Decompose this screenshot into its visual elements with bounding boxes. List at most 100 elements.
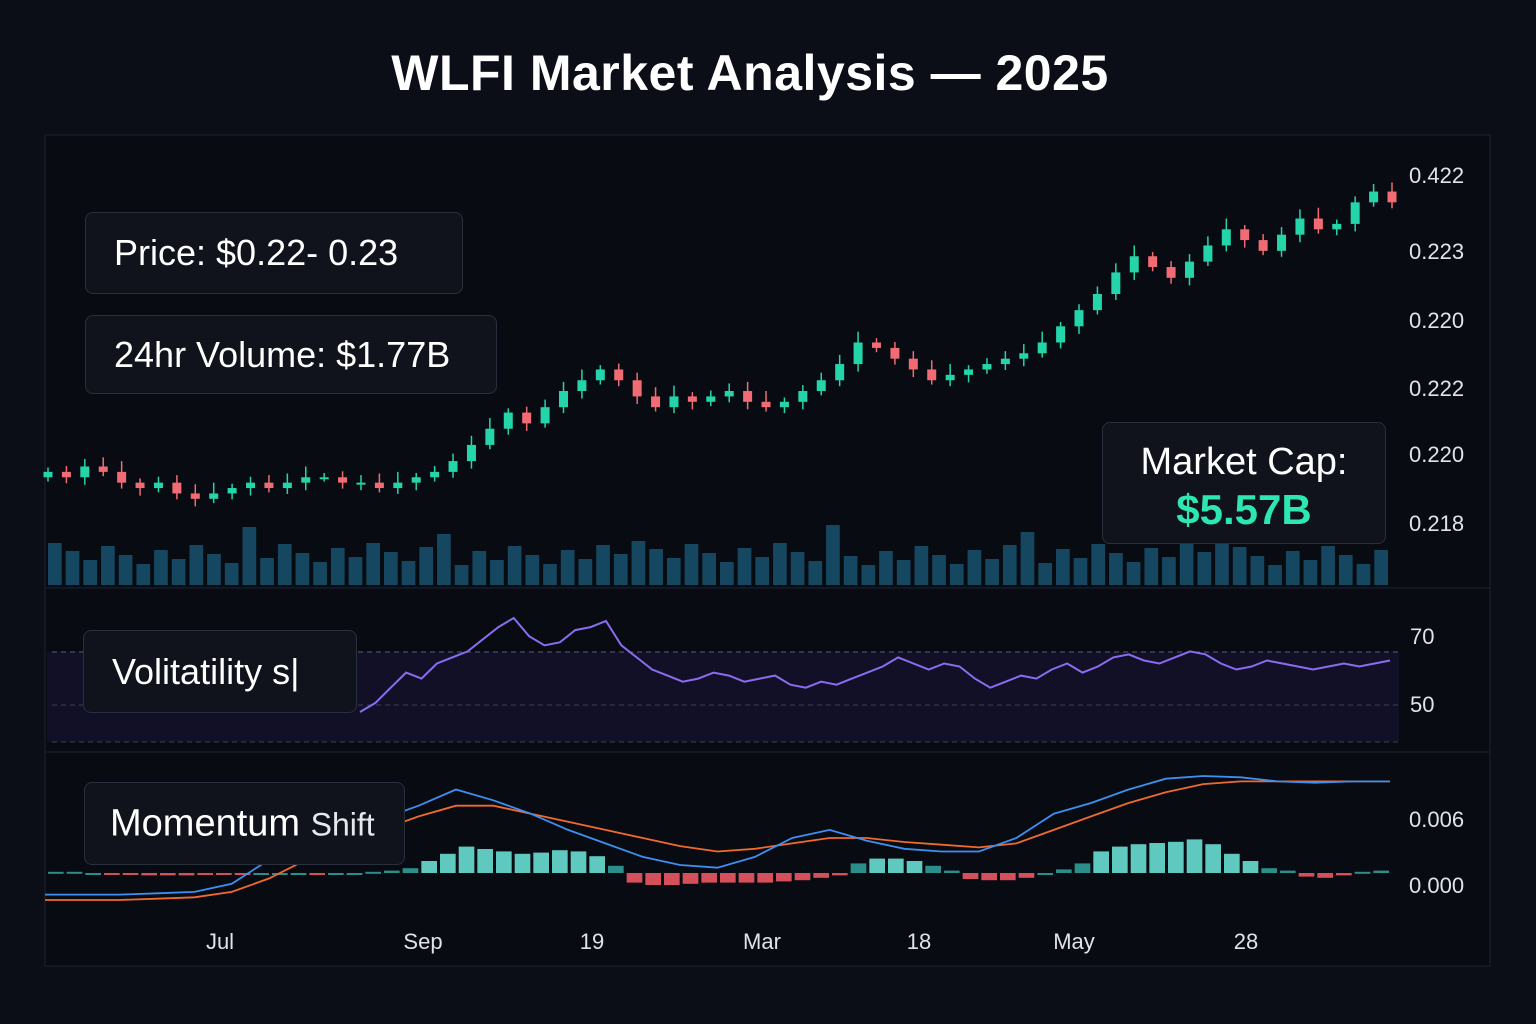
candle-body	[577, 380, 587, 392]
histogram-bar	[1018, 873, 1035, 878]
volume-bar	[543, 564, 557, 585]
candle-body	[798, 391, 808, 402]
histogram-bar	[365, 871, 381, 874]
histogram-bar	[832, 873, 848, 876]
histogram-bar	[869, 858, 885, 873]
volume-bar	[136, 564, 151, 585]
candle-body	[411, 477, 421, 483]
histogram-bar	[1186, 839, 1203, 873]
histogram-bar	[458, 846, 475, 873]
histogram-bar	[757, 873, 773, 883]
histogram-bar	[1168, 841, 1184, 873]
volume-bar	[154, 550, 168, 585]
volume-bar	[843, 556, 858, 585]
histogram-bar	[421, 861, 437, 873]
candle-body	[319, 477, 329, 480]
candle-body	[982, 364, 992, 370]
histogram-bar	[645, 873, 661, 885]
volume-bar	[613, 554, 628, 585]
x-tick-label: 19	[580, 929, 604, 954]
candle-body	[430, 471, 440, 478]
volume-bar	[578, 559, 593, 585]
candle-body	[706, 396, 716, 402]
axes: 0.422 0.223 0.220 0.222 0.220 0.218 70 50 0.006 0…	[45, 163, 1490, 954]
candle-body	[1369, 191, 1379, 203]
histogram-bar	[794, 873, 811, 881]
volume-bar	[313, 562, 327, 585]
volume-bar	[1356, 564, 1371, 585]
volatility-tick-label: 50	[1410, 692, 1434, 717]
momentum-label: Momentum Shift	[110, 802, 375, 845]
volume-bar	[437, 534, 451, 585]
candle-body	[503, 412, 513, 429]
candle-body	[209, 493, 219, 499]
candle-body	[1332, 223, 1342, 230]
histogram-bar	[1112, 846, 1128, 873]
volume-bar	[366, 543, 380, 585]
volume-bar	[401, 561, 416, 585]
histogram-bar	[122, 873, 139, 875]
volume-bar	[1109, 553, 1123, 585]
candle-body	[1000, 358, 1010, 365]
candle-body	[743, 391, 753, 402]
candle-body	[485, 428, 495, 445]
histogram-bar	[1261, 868, 1277, 873]
histogram-bar	[1224, 853, 1240, 873]
candle-body	[98, 466, 108, 472]
candle-body	[779, 401, 789, 408]
volume-bar	[1197, 552, 1212, 585]
candle-body	[338, 477, 348, 483]
histogram-bar	[346, 873, 363, 875]
volume-bar	[720, 562, 734, 585]
candle-body	[1092, 293, 1102, 311]
volume-bar	[1073, 558, 1088, 585]
volume-bar	[596, 545, 610, 585]
price-card: Price: $0.22- 0.23	[85, 212, 463, 294]
volume-bar	[949, 564, 964, 585]
candle-body	[687, 396, 697, 402]
histogram-bar	[533, 852, 549, 873]
candle-body	[1221, 229, 1231, 246]
candle-body	[853, 342, 863, 365]
candle-body	[172, 482, 182, 494]
x-tick-label: Sep	[403, 929, 442, 954]
histogram-bar	[981, 873, 997, 881]
histogram-bar	[1130, 844, 1147, 873]
volatility-tick-label: 70	[1410, 624, 1434, 649]
candle-body	[1129, 256, 1139, 273]
volatility-label: Volitatility s|	[112, 650, 300, 692]
histogram-bar	[720, 873, 736, 883]
histogram-bar	[664, 873, 680, 885]
volume-bar	[1179, 543, 1194, 585]
candle-body	[374, 482, 384, 489]
volume-bar	[83, 560, 98, 585]
histogram-bar	[1205, 844, 1221, 873]
macd-panel	[45, 775, 1390, 901]
volume-bar	[790, 552, 805, 585]
price-tick-label: 0.422	[1409, 163, 1464, 188]
candle-body	[282, 482, 292, 489]
volatility-line	[359, 616, 1391, 713]
volume-bar	[1303, 560, 1318, 585]
candle-body	[1313, 218, 1323, 230]
candle-body	[393, 482, 403, 489]
candle-body	[761, 401, 771, 408]
candle-body	[522, 412, 532, 424]
volume-bar	[207, 554, 221, 585]
histogram-bar	[944, 870, 960, 873]
histogram-bar	[1280, 870, 1296, 873]
volatility-card: Volitatility s|	[83, 630, 357, 713]
volume-bar	[1232, 547, 1247, 585]
x-tick-label: 18	[907, 929, 931, 954]
histogram-bar	[328, 873, 344, 875]
histogram-bar	[906, 861, 923, 873]
market-cap-value: $5.57B	[1176, 486, 1312, 533]
volume-bar	[631, 541, 646, 585]
volume-bar	[1250, 556, 1265, 585]
histogram-bar	[776, 873, 792, 882]
histogram-bar	[850, 863, 867, 873]
volume-bar	[454, 565, 469, 585]
histogram-bar	[290, 873, 307, 875]
momentum-label-a: Momentum	[110, 802, 301, 844]
histogram-bar	[496, 851, 512, 873]
